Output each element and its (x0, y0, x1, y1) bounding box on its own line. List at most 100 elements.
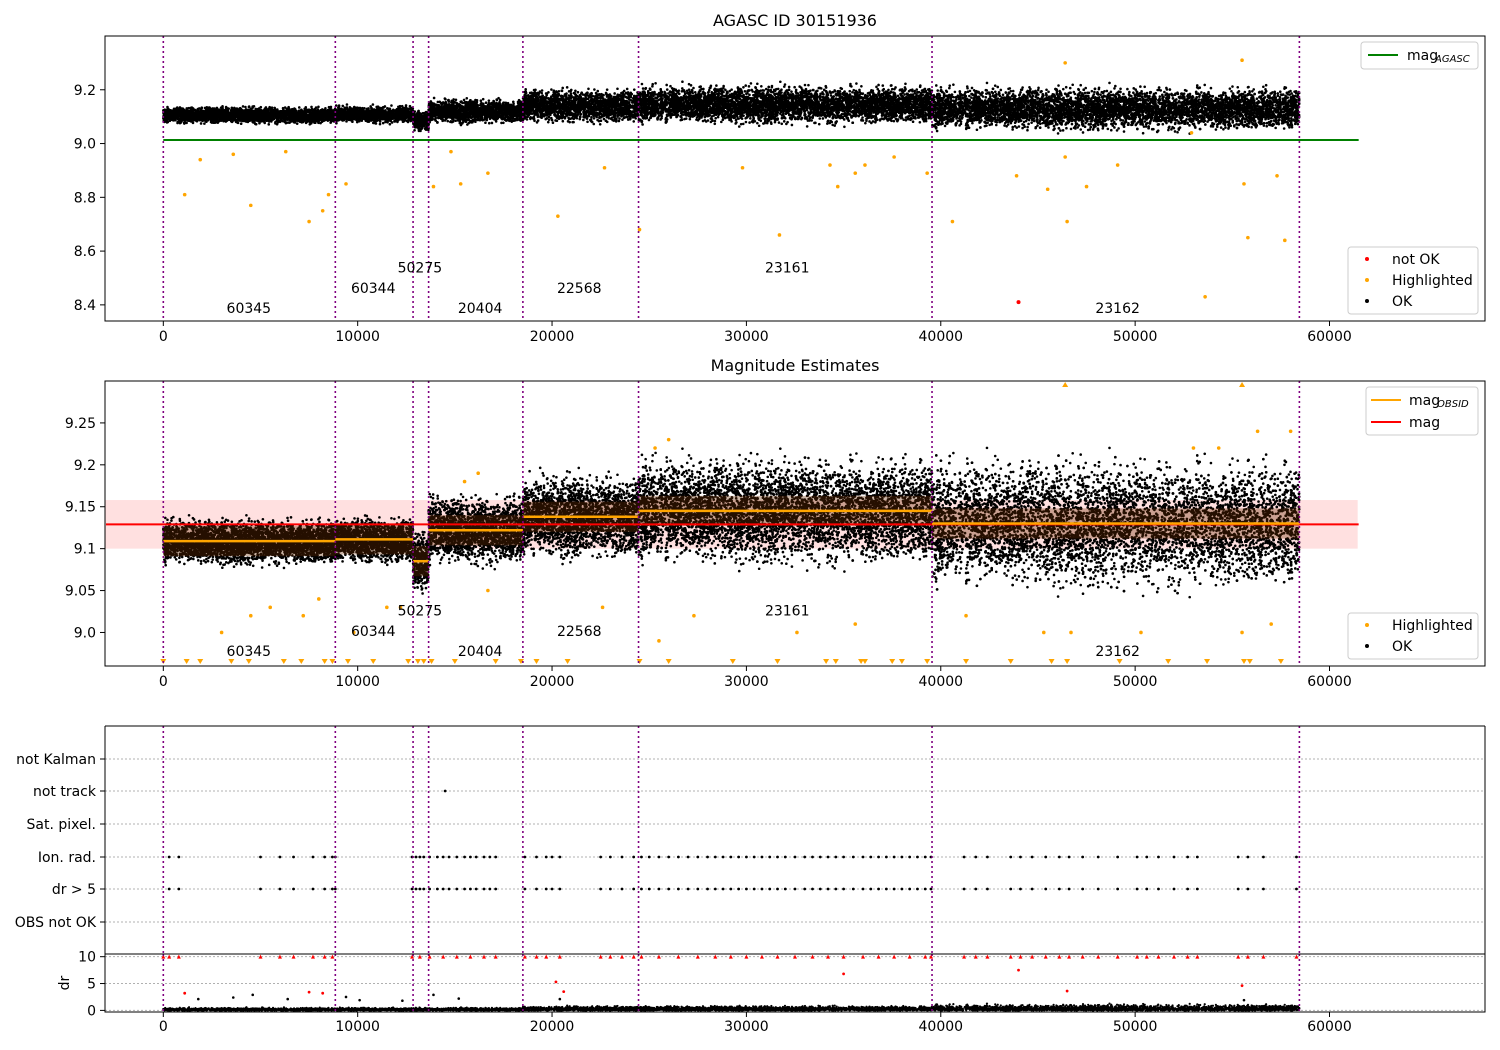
ok-point (402, 119, 406, 123)
ok-point (328, 108, 332, 112)
ok-point (244, 112, 247, 115)
ok-point (165, 108, 168, 112)
ok-point (282, 116, 286, 120)
ok-point (230, 112, 233, 116)
ok-point (232, 116, 236, 120)
ok-point (198, 113, 201, 117)
ok-point (330, 119, 333, 123)
ok-point (310, 121, 313, 124)
ok-point (243, 109, 246, 112)
ok-point (203, 122, 206, 125)
ok-point (361, 109, 365, 113)
ok-point (373, 115, 377, 118)
ok-point (300, 111, 304, 115)
ok-point (316, 115, 319, 118)
ok-point (179, 110, 183, 114)
agasc-magnitude-panel: AGASC ID 30151936 6034560344502752040422… (74, 11, 1486, 345)
ok-point (193, 118, 197, 122)
ok-point (272, 110, 276, 113)
ok-point (350, 118, 354, 121)
ok-point (164, 112, 168, 115)
ok-point (363, 117, 367, 121)
ok-point (209, 114, 213, 118)
ok-point (320, 120, 324, 124)
ok-point (408, 104, 412, 108)
ok-point (166, 117, 170, 120)
ok-point (185, 112, 189, 116)
ok-point (297, 106, 301, 109)
ok-point (207, 110, 210, 114)
ok-point (337, 106, 340, 110)
ok-point (264, 115, 268, 118)
ok-point (305, 118, 309, 121)
ok-point (303, 115, 307, 119)
ok-point (421, 114, 424, 118)
ok-point (364, 114, 368, 118)
ok-point (434, 116, 438, 120)
ok-point (254, 107, 257, 111)
ok-point (339, 115, 342, 119)
ok-point (291, 117, 294, 121)
ok-point (321, 116, 325, 119)
ok-point (184, 109, 187, 112)
ok-point (487, 99, 491, 102)
ok-point (190, 113, 194, 117)
ok-point (216, 116, 219, 120)
ok-point (384, 111, 388, 114)
ok-point (317, 105, 320, 109)
ok-point (291, 108, 294, 111)
ok-point (289, 111, 293, 114)
ok-point (271, 115, 275, 119)
ok-point (386, 114, 390, 117)
ok-point (345, 106, 349, 109)
ok-point (241, 105, 245, 108)
ok-point (227, 110, 230, 114)
ok-point (417, 116, 421, 119)
ok-point (484, 101, 488, 105)
ok-point (367, 109, 370, 112)
ok-point (312, 110, 316, 113)
ok-point (171, 109, 174, 113)
ok-point (298, 117, 301, 120)
ok-point (316, 110, 320, 113)
ok-point (176, 117, 179, 121)
ok-point (419, 118, 423, 121)
ok-point (303, 109, 306, 113)
ok-point (381, 121, 385, 125)
ok-point (230, 106, 234, 110)
ok-point (240, 114, 243, 117)
ok-point (204, 108, 208, 112)
ok-point (395, 113, 399, 116)
ok-point (292, 120, 296, 124)
ok-point (358, 118, 361, 121)
ok-point (378, 118, 382, 122)
ok-point (195, 111, 198, 114)
ok-point (239, 122, 243, 126)
ok-point (342, 113, 346, 117)
ok-point (357, 114, 361, 118)
ok-point (379, 111, 383, 114)
ok-point (208, 118, 212, 121)
ok-point (246, 118, 250, 121)
ok-point (273, 106, 276, 110)
ok-point (416, 112, 420, 115)
ok-point (176, 121, 179, 125)
ok-point (345, 103, 349, 106)
ok-point (215, 119, 218, 123)
ok-point (342, 117, 346, 121)
ok-point (319, 115, 322, 119)
ok-point (258, 108, 261, 111)
ok-point (417, 126, 421, 129)
ok-point (414, 121, 417, 124)
ok-point (211, 111, 214, 114)
ok-point (393, 116, 397, 120)
ok-point (203, 113, 207, 116)
ok-point (394, 119, 398, 122)
ok-point (315, 118, 319, 122)
ok-point (405, 119, 409, 123)
ok-point (251, 113, 254, 116)
ok-point (408, 117, 411, 121)
ok-point (240, 119, 244, 123)
ok-point (376, 115, 380, 118)
ok-point (199, 122, 203, 125)
